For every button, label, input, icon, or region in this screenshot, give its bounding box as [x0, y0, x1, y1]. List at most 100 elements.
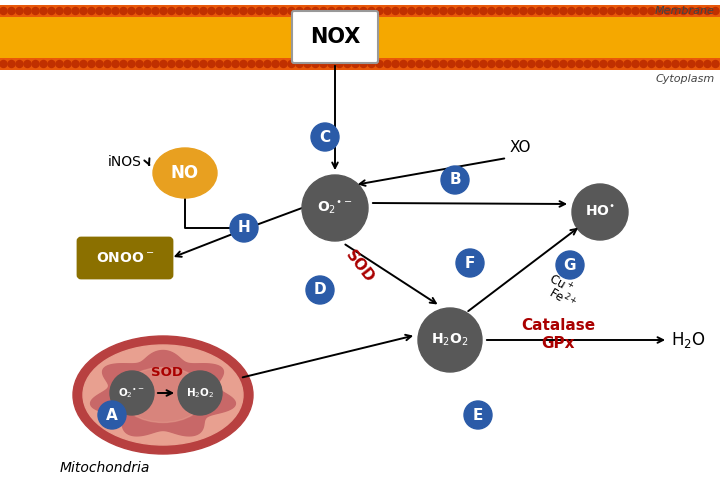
Text: E: E [473, 407, 483, 423]
Circle shape [96, 8, 103, 15]
Circle shape [232, 60, 239, 67]
Circle shape [552, 60, 559, 67]
FancyBboxPatch shape [78, 238, 172, 278]
Circle shape [178, 371, 222, 415]
Text: Fe$^{2+}$: Fe$^{2+}$ [546, 284, 580, 312]
Circle shape [704, 60, 711, 67]
Circle shape [280, 60, 287, 67]
Circle shape [600, 60, 607, 67]
Circle shape [704, 8, 711, 15]
Circle shape [80, 60, 87, 67]
Text: H$_2$O$_2$: H$_2$O$_2$ [431, 332, 469, 348]
Circle shape [240, 60, 247, 67]
Circle shape [592, 8, 599, 15]
Circle shape [664, 8, 671, 15]
Circle shape [120, 60, 127, 67]
Circle shape [48, 60, 55, 67]
Circle shape [232, 8, 239, 15]
Circle shape [384, 8, 391, 15]
Circle shape [464, 8, 471, 15]
Circle shape [441, 166, 469, 194]
Circle shape [656, 8, 663, 15]
Circle shape [302, 175, 368, 241]
Circle shape [632, 60, 639, 67]
Circle shape [40, 60, 47, 67]
Circle shape [448, 60, 455, 67]
Circle shape [8, 60, 15, 67]
Bar [0, 58, 720, 70]
Circle shape [648, 60, 655, 67]
Circle shape [712, 8, 719, 15]
Text: GPx: GPx [541, 336, 575, 351]
Circle shape [136, 8, 143, 15]
Text: B: B [449, 173, 461, 188]
Circle shape [32, 8, 39, 15]
Text: SOD: SOD [151, 367, 183, 379]
Circle shape [48, 8, 55, 15]
Circle shape [24, 60, 31, 67]
Circle shape [432, 60, 439, 67]
Circle shape [168, 60, 175, 67]
Circle shape [152, 8, 159, 15]
Circle shape [344, 60, 351, 67]
Circle shape [24, 8, 31, 15]
Circle shape [176, 60, 183, 67]
Circle shape [592, 60, 599, 67]
Text: H$_2$O: H$_2$O [670, 330, 706, 350]
Circle shape [576, 60, 583, 67]
Circle shape [104, 60, 111, 67]
Circle shape [296, 8, 303, 15]
Circle shape [464, 401, 492, 429]
Circle shape [600, 8, 607, 15]
Circle shape [360, 60, 367, 67]
Text: O$_2$$^{\bullet-}$: O$_2$$^{\bullet-}$ [118, 386, 145, 400]
Circle shape [128, 8, 135, 15]
Circle shape [56, 60, 63, 67]
Circle shape [0, 8, 7, 15]
Circle shape [312, 60, 319, 67]
Circle shape [616, 8, 623, 15]
Circle shape [248, 60, 255, 67]
Circle shape [648, 8, 655, 15]
Circle shape [230, 214, 258, 242]
Circle shape [576, 8, 583, 15]
Circle shape [240, 8, 247, 15]
Circle shape [488, 8, 495, 15]
Circle shape [272, 60, 279, 67]
Ellipse shape [83, 345, 243, 445]
Text: Mitochondria: Mitochondria [60, 461, 150, 475]
Circle shape [418, 308, 482, 372]
Circle shape [216, 8, 223, 15]
Circle shape [448, 8, 455, 15]
Circle shape [440, 8, 447, 15]
Circle shape [72, 8, 79, 15]
Circle shape [152, 60, 159, 67]
Circle shape [336, 8, 343, 15]
Circle shape [8, 8, 15, 15]
Circle shape [544, 60, 551, 67]
Circle shape [496, 8, 503, 15]
Circle shape [496, 60, 503, 67]
Circle shape [400, 8, 407, 15]
Circle shape [320, 8, 327, 15]
Circle shape [680, 60, 687, 67]
Ellipse shape [120, 368, 205, 423]
Circle shape [392, 60, 399, 67]
Circle shape [184, 60, 191, 67]
Circle shape [504, 60, 511, 67]
Text: iNOS: iNOS [108, 155, 142, 169]
FancyBboxPatch shape [292, 11, 378, 63]
Circle shape [160, 8, 167, 15]
Circle shape [520, 60, 527, 67]
Circle shape [208, 60, 215, 67]
Circle shape [80, 8, 87, 15]
Circle shape [712, 60, 719, 67]
Circle shape [176, 8, 183, 15]
Circle shape [32, 60, 39, 67]
Circle shape [264, 8, 271, 15]
Circle shape [288, 8, 295, 15]
Circle shape [200, 60, 207, 67]
Circle shape [480, 60, 487, 67]
Circle shape [608, 8, 615, 15]
Circle shape [400, 60, 407, 67]
